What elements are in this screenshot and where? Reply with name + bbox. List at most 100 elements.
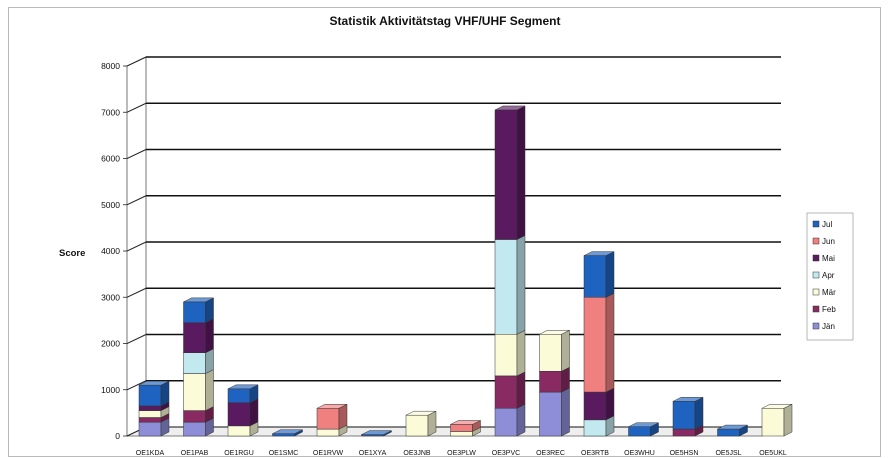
bar-segment-front <box>672 428 696 437</box>
gridline-diagonal <box>126 380 147 391</box>
bars <box>138 105 793 437</box>
bar-segment-front <box>138 405 162 411</box>
y-tick-label: 5000 <box>101 200 120 210</box>
legend-item: Jul <box>812 220 832 229</box>
x-category-label: OE1XYA <box>359 450 387 457</box>
x-category-label: OE1KDA <box>136 450 165 457</box>
bar-segment-side <box>561 366 570 393</box>
y-tick-label: 7000 <box>101 107 120 117</box>
legend-swatch <box>812 288 820 296</box>
x-category-label: OE3PLW <box>447 450 476 457</box>
y-tick-label: 4000 <box>101 246 120 256</box>
x-category-label: OE1RVW <box>313 450 344 457</box>
legend-label: Feb <box>822 305 836 314</box>
bar-segment-side <box>694 396 704 430</box>
bar-segment <box>405 410 437 437</box>
bar-segment-front <box>316 408 340 430</box>
x-category-label: OE5HSN <box>670 450 699 457</box>
bar-stack <box>361 430 392 437</box>
y-tick-label: 2000 <box>101 339 120 349</box>
bar-stack <box>628 422 659 437</box>
bar-segment <box>183 318 214 354</box>
bar-stack <box>405 410 437 437</box>
bar-segment <box>316 403 348 430</box>
bar-stack <box>138 380 170 437</box>
gridline-diagonal <box>126 56 147 67</box>
x-axis-category-labels: OE1KDA OE1PAB OE1RGU OE1SMC OE1RVW OE1XYA OE3J… <box>136 450 787 457</box>
bar-segment <box>183 369 214 411</box>
bar-segment-side <box>605 292 615 393</box>
bar-segment-top <box>272 429 303 434</box>
bar-segment-side <box>205 348 214 374</box>
legend-label: Jul <box>822 220 832 229</box>
bar-stack <box>450 420 481 437</box>
gridlines <box>126 56 781 437</box>
bar-segment-side <box>516 403 526 437</box>
bar-segment-front <box>672 401 696 430</box>
bar-stack <box>183 297 214 437</box>
legend-label: Apr <box>822 271 835 280</box>
bar-segment-front <box>138 417 162 423</box>
x-category-label: OE1PAB <box>181 450 209 457</box>
bar-segment-front <box>138 384 162 407</box>
bar-segment <box>672 396 704 430</box>
bar-segment-front <box>628 426 651 437</box>
bar-segment-front <box>405 414 429 437</box>
bar-segment-front <box>583 255 607 298</box>
bar-segment-side <box>783 403 793 437</box>
legend-item: Jun <box>812 237 835 246</box>
legend-item: Mär <box>812 288 836 297</box>
bar-segment-front <box>717 428 740 437</box>
bar-segment-side <box>605 251 615 298</box>
bar-segment-top <box>450 420 481 425</box>
x-category-label: OE3PVC <box>492 450 520 457</box>
bar-segment <box>494 329 526 377</box>
bar-segment-side <box>516 371 526 409</box>
legend-swatch <box>812 305 820 313</box>
legend-item: Jän <box>812 322 835 331</box>
legend-swatch <box>812 220 820 228</box>
legend-swatch <box>812 271 820 279</box>
gridline-diagonal <box>126 149 147 159</box>
y-tick-label: 1000 <box>101 385 120 395</box>
legend-item: Mai <box>812 254 835 263</box>
bar-segment-front <box>227 388 251 403</box>
bar-segment-front <box>450 424 473 432</box>
bar-segment-front <box>494 239 518 335</box>
bar-segment-front <box>494 408 518 437</box>
x-category-label: OE3WHU <box>624 450 655 457</box>
gridline-diagonal <box>126 241 147 252</box>
x-category-label: OE5UKL <box>759 450 787 457</box>
bar-stack <box>227 384 259 437</box>
bar-segment <box>183 297 214 324</box>
bar-segment-top <box>672 397 704 402</box>
bar-segment-side <box>338 403 348 430</box>
bar-segment <box>361 430 392 437</box>
y-tick-label: 3000 <box>101 292 120 302</box>
gridline-diagonal <box>126 102 147 113</box>
bar-segment <box>227 384 259 404</box>
bar-segment-top <box>361 430 392 435</box>
bar-segment <box>583 387 615 421</box>
gridline-diagonal <box>126 287 147 298</box>
chart-title: Statistik Aktivitätstag VHF/UHF Segment <box>330 14 561 28</box>
legend-swatch <box>812 322 820 330</box>
bar-segment <box>272 429 303 437</box>
bar-segment <box>761 403 793 437</box>
x-category-label: OE3RTB <box>581 450 609 457</box>
legend-swatch <box>812 254 820 262</box>
y-axis-label: Score <box>59 248 85 259</box>
bar-segment-side <box>516 105 526 240</box>
bar-segment <box>583 251 615 298</box>
legend-label: Jun <box>822 237 835 246</box>
legend-item: Feb <box>812 305 836 314</box>
bar-stack <box>494 105 526 437</box>
y-tick-label: 6000 <box>101 154 120 164</box>
legend: Jul Jun Mai Apr Mär Feb Jän <box>806 212 854 341</box>
bar-segment-side <box>605 387 615 421</box>
bar-segment-front <box>539 334 562 372</box>
bar-segment <box>583 292 615 393</box>
x-category-label: OE1RGU <box>224 450 254 457</box>
bar-segment-front <box>183 301 206 323</box>
y-tick-label: 8000 <box>101 61 120 71</box>
